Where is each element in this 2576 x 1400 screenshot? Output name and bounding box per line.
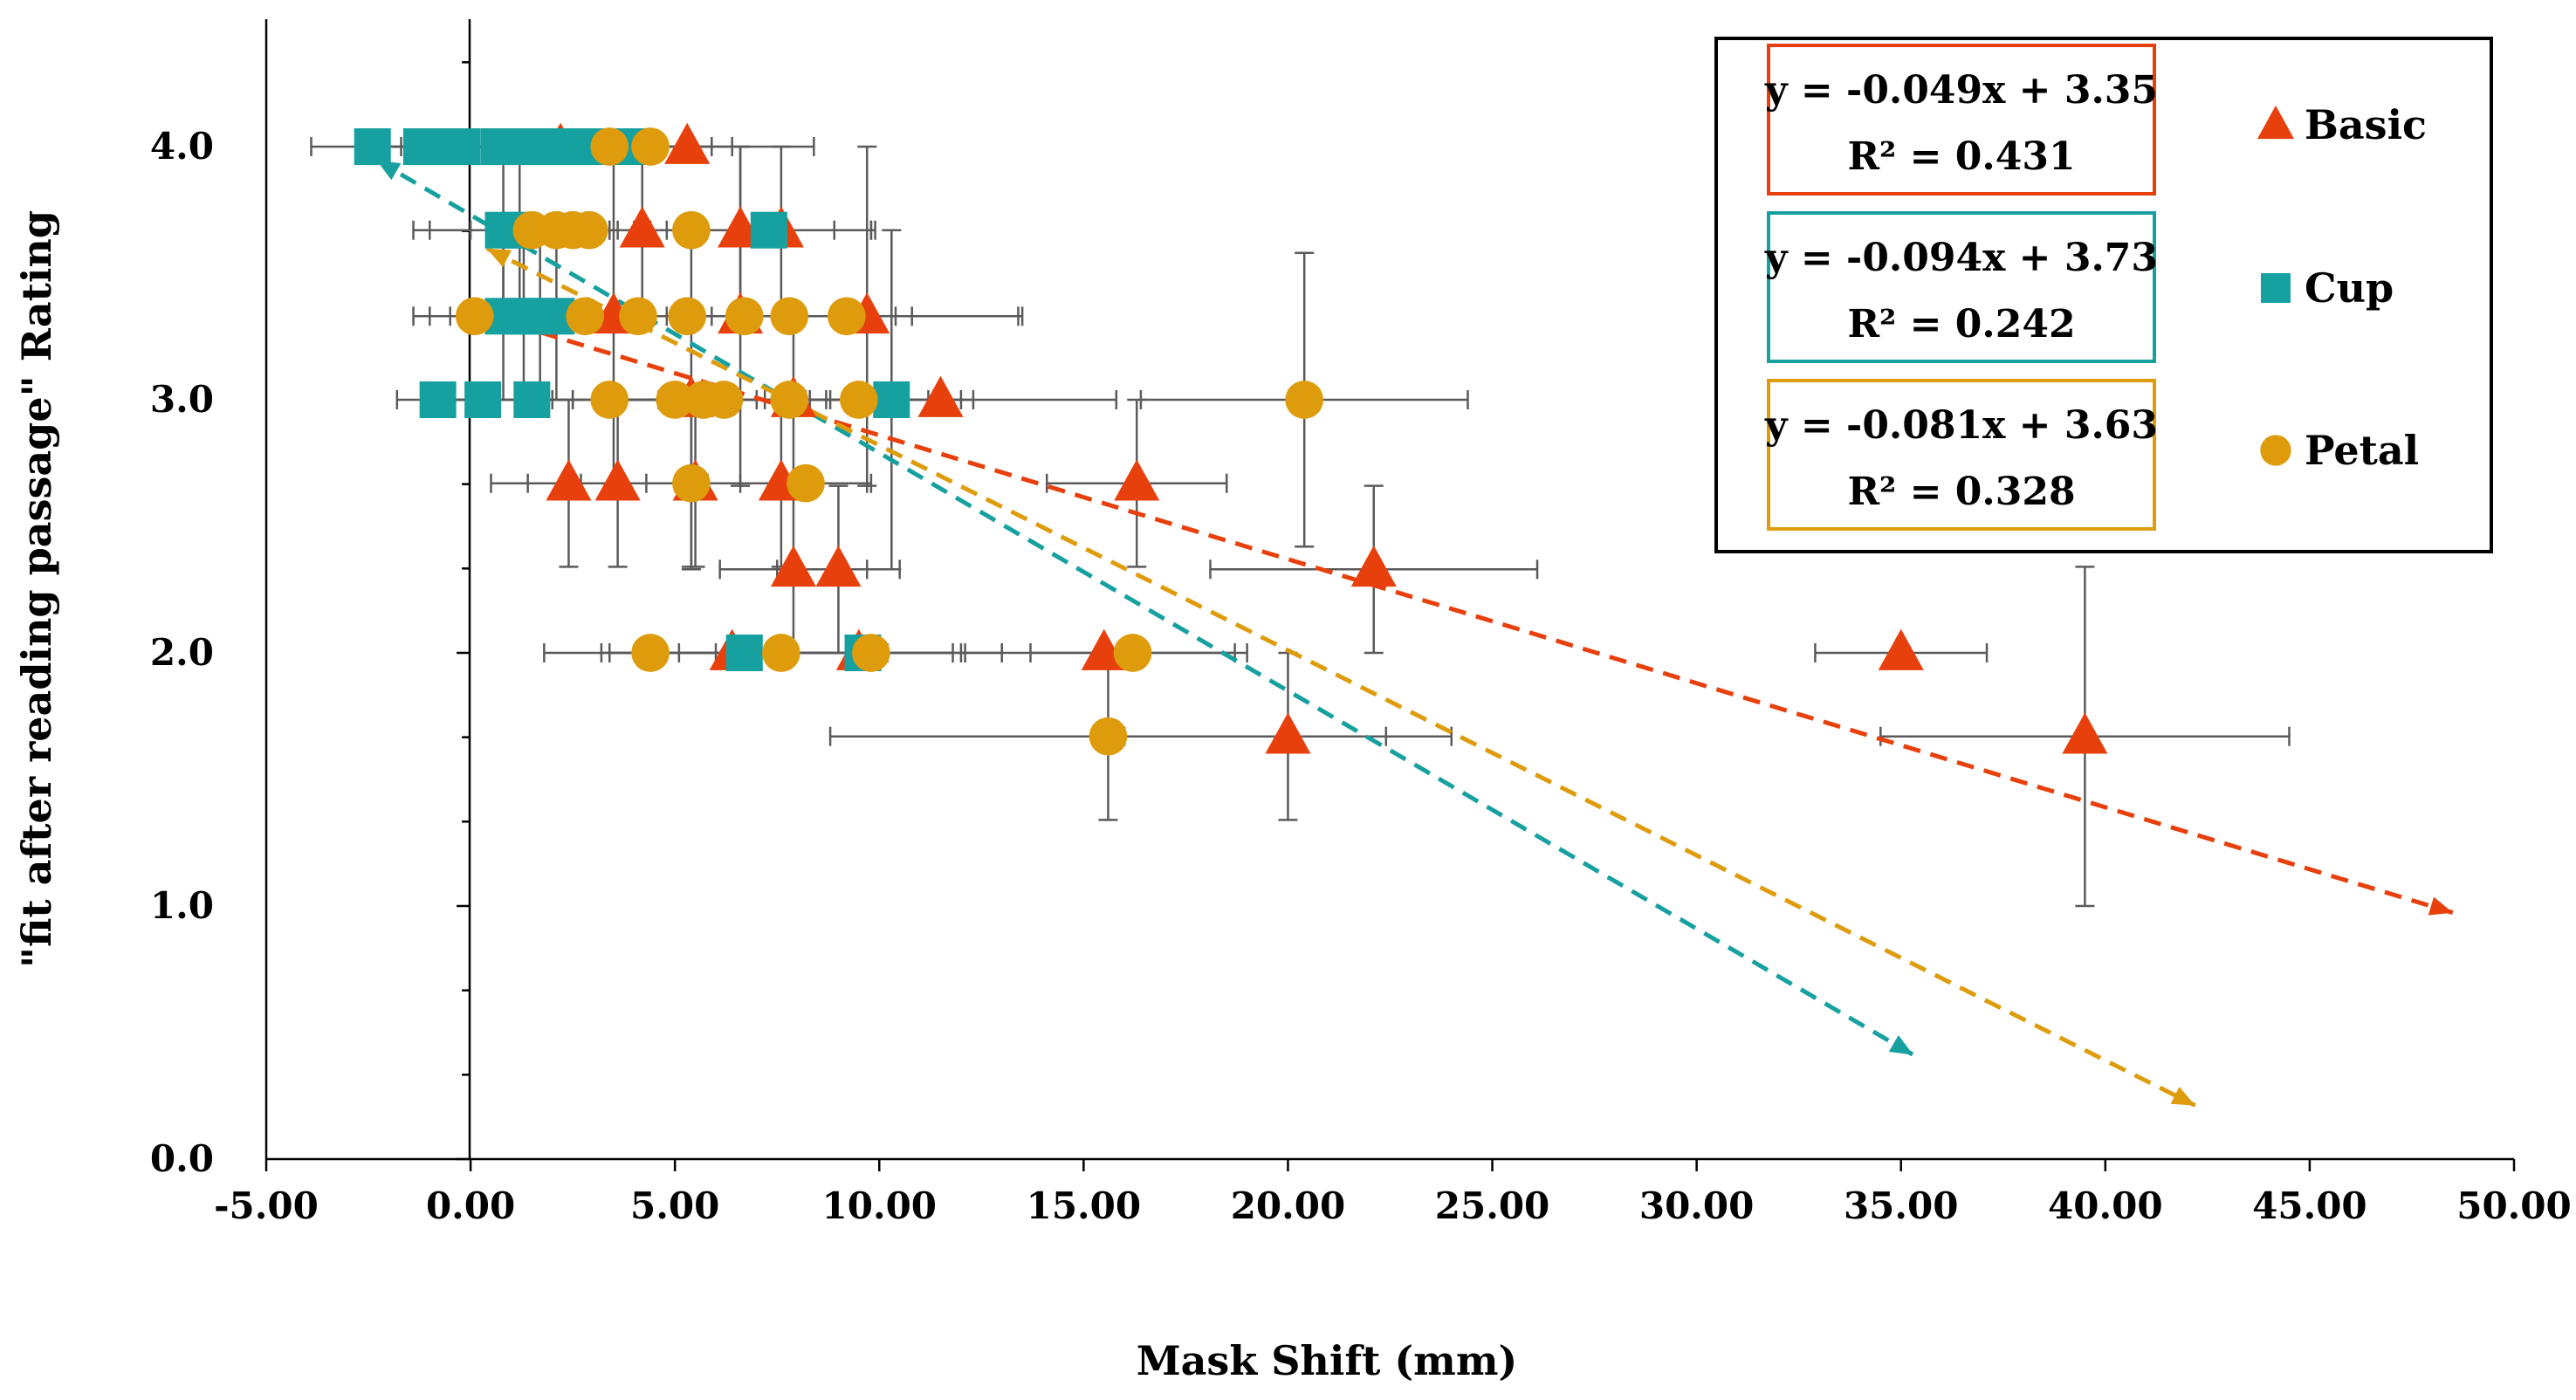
x-tick-label: 30.00 (1639, 1184, 1755, 1227)
basic-data-point (770, 545, 816, 587)
petal-equation: y = -0.081x + 3.63 (1764, 403, 2158, 448)
petal-data-point (762, 634, 800, 672)
basic-data-point (2062, 712, 2108, 754)
trend-arrowhead (2170, 1087, 2195, 1106)
petal-data-point (725, 297, 764, 336)
cup-data-point (464, 381, 502, 418)
x-tick-label: 50.00 (2456, 1184, 2572, 1227)
x-tick-label: 20.00 (1231, 1184, 1346, 1227)
petal-trend-line (485, 246, 2196, 1108)
y-tick-label: 3.0 (150, 378, 214, 421)
basic-r-squared: R² = 0.431 (1847, 134, 2075, 179)
y-tick-label: 2.0 (150, 631, 214, 674)
cup-equation-box (1767, 211, 2156, 363)
petal-data-point (566, 297, 605, 336)
trend-arrowhead (376, 160, 402, 181)
cup-data-point (725, 635, 763, 671)
petal-equation-box (1767, 379, 2156, 531)
petal-data-point (827, 297, 866, 336)
basic-data-point (1265, 712, 1311, 754)
x-tick-label: 15.00 (1027, 1184, 1142, 1227)
cup-data-point (873, 381, 910, 418)
petal-data-point (1285, 381, 1324, 419)
trend-arrowhead (2428, 896, 2453, 916)
basic-legend-marker (2257, 105, 2295, 140)
petal-data-point (1113, 634, 1152, 672)
cup-data-point (513, 381, 551, 418)
x-tick-label: 35.00 (1844, 1184, 1959, 1227)
petal-data-point (852, 634, 890, 672)
x-tick-label: 25.00 (1435, 1184, 1550, 1227)
y-ticks: 0.0 1.0 2.0 3.0 4.0 (150, 61, 471, 1180)
cup-equation: y = -0.094x + 3.73 (1764, 236, 2158, 280)
petal-legend-marker (2260, 435, 2291, 466)
basic-data-point (1878, 628, 1924, 670)
x-axis-title: Mask Shift (mm) (1137, 1337, 1518, 1384)
basic-data-point (546, 459, 592, 501)
y-tick-label: 1.0 (150, 884, 214, 927)
petal-data-point (668, 297, 707, 336)
petal-data-point (840, 381, 878, 419)
x-tick-label: 45.00 (2252, 1184, 2367, 1227)
petal-data-point (770, 297, 809, 336)
x-tick-label: 0.00 (426, 1184, 515, 1227)
axes (264, 19, 2514, 1161)
cup-data-point (750, 211, 787, 249)
basic-data-point (1114, 459, 1160, 501)
basic-data-point (619, 206, 665, 248)
petal-data-point (590, 127, 629, 166)
y-tick-label: 4.0 (150, 125, 214, 168)
cup-data-point (419, 381, 457, 418)
petal-data-point (631, 634, 670, 672)
x-tick-label: -5.00 (214, 1184, 319, 1227)
cup-r-squared: R² = 0.242 (1847, 302, 2075, 347)
cup-data-point (354, 128, 391, 165)
cup-legend-label: Cup (2305, 264, 2394, 312)
trend-arrowhead (486, 248, 512, 268)
petal-data-point (619, 297, 657, 336)
legend: y = -0.049x + 3.35 R² = 0.431 Basic y = -0.… (1714, 37, 2493, 553)
basic-data-point (1350, 545, 1397, 587)
data-markers (354, 122, 2108, 756)
basic-data-point (594, 459, 641, 501)
petal-data-point (455, 297, 494, 336)
petal-legend-label: Petal (2305, 427, 2419, 474)
petal-data-point (770, 381, 809, 419)
petal-data-point (1089, 717, 1128, 756)
x-tick-label: 5.00 (630, 1184, 719, 1227)
petal-data-point (672, 463, 711, 503)
x-tick-label: 40.00 (2048, 1184, 2163, 1227)
petal-data-point (590, 381, 629, 419)
petal-r-squared: R² = 0.328 (1847, 470, 2075, 514)
x-tick-label: 10.00 (822, 1184, 938, 1227)
petal-data-point (570, 210, 608, 250)
basic-data-point (815, 545, 862, 587)
y-axis-title: "fit after reading passage" Rating (13, 210, 60, 968)
basic-legend-label: Basic (2305, 101, 2427, 148)
x-ticks: -5.00 0.00 5.00 10.00 15.00 20.00 25.00 30.00 35… (214, 1159, 2572, 1227)
petal-data-point (787, 463, 825, 503)
basic-data-point (917, 375, 964, 417)
trend-arrowhead (1888, 1034, 1913, 1055)
basic-data-point (664, 122, 711, 164)
petal-data-point (704, 381, 744, 419)
petal-data-point (656, 381, 695, 419)
basic-equation: y = -0.049x + 3.35 (1764, 68, 2158, 113)
cup-data-point (443, 128, 481, 165)
y-tick-label: 0.0 (150, 1137, 214, 1180)
petal-data-point (631, 127, 670, 166)
cup-legend-marker (2261, 273, 2291, 303)
basic-equation-box (1767, 44, 2156, 196)
petal-data-point (672, 210, 711, 250)
